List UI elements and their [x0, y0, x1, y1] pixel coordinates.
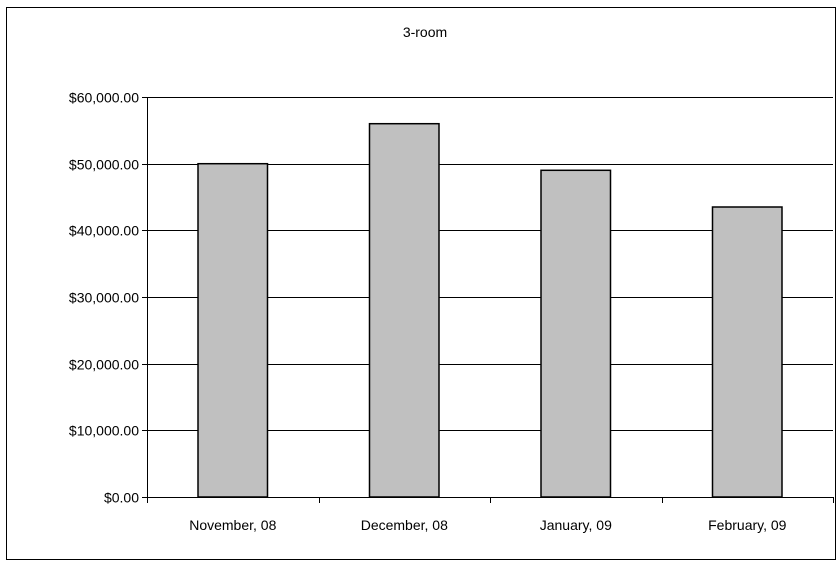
y-tick-label: $0.00	[104, 490, 139, 506]
bar	[540, 169, 612, 498]
bar	[197, 162, 269, 498]
x-tick-label: February, 09	[708, 517, 787, 533]
x-tick-label: November, 08	[189, 517, 276, 533]
y-tick-label: $50,000.00	[69, 157, 139, 173]
x-tick-label: January, 09	[540, 517, 612, 533]
y-tick-label: $30,000.00	[69, 290, 139, 306]
x-tick-labels: November, 08 December, 08 January, 09 Febru…	[189, 517, 786, 533]
x-tick-label: December, 08	[361, 517, 448, 533]
bar	[368, 122, 440, 498]
y-tick-label: $60,000.00	[69, 90, 139, 106]
bars	[197, 122, 783, 498]
y-tick-label: $10,000.00	[69, 423, 139, 439]
axes	[142, 97, 834, 503]
y-tick-label: $40,000.00	[69, 223, 139, 239]
chart-title: 3-room	[403, 24, 447, 40]
bar	[711, 206, 783, 498]
y-tick-labels: $0.00 $10,000.00 $20,000.00 $30,000.00 $40,0…	[69, 90, 139, 506]
y-tick-label: $20,000.00	[69, 357, 139, 373]
